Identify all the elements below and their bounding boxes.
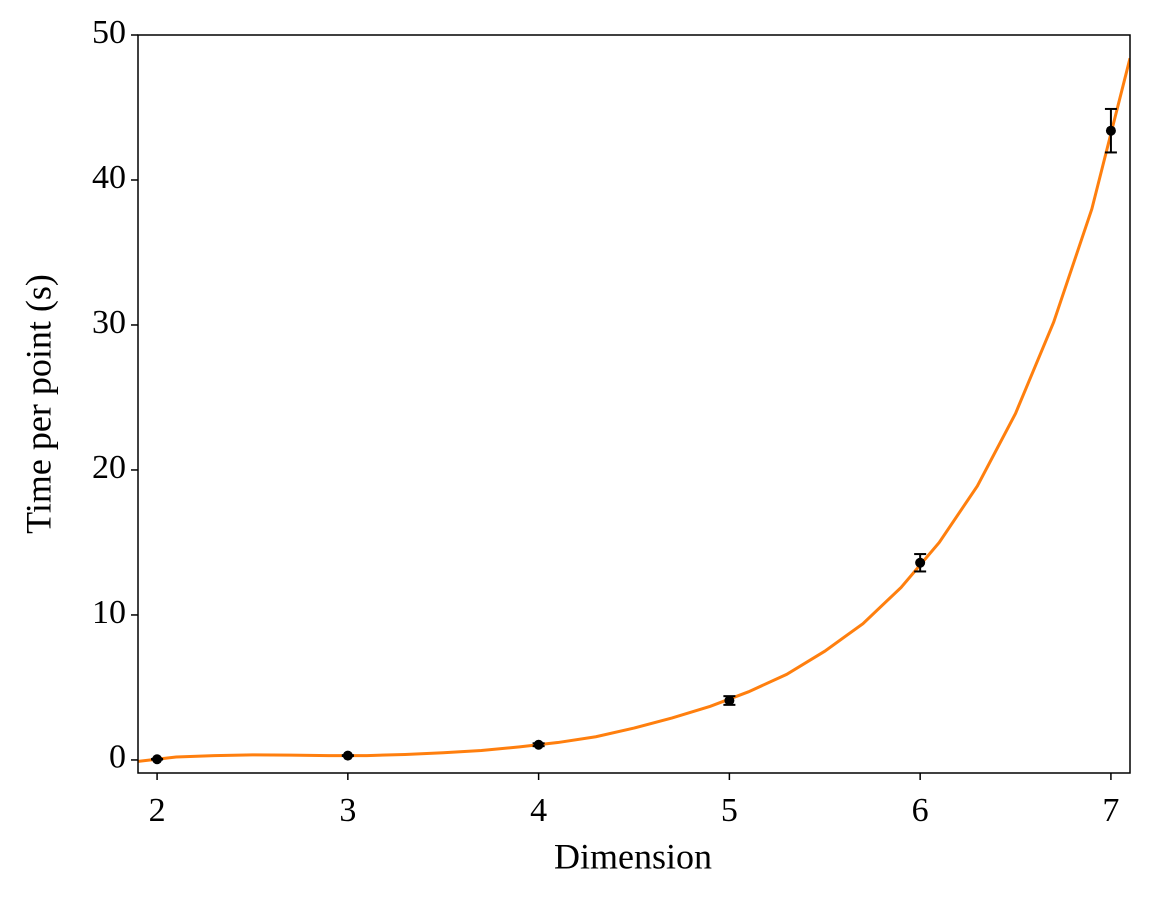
plot-frame <box>137 34 1131 774</box>
x-tick-label: 2 <box>149 792 166 829</box>
y-tick-label: 10 <box>92 594 126 631</box>
data-point <box>915 557 926 568</box>
data-point <box>152 754 163 765</box>
y-tick-label: 0 <box>109 739 126 776</box>
x-tick-label: 7 <box>1102 792 1119 829</box>
y-tick-label: 20 <box>92 449 126 486</box>
y-tick-label: 50 <box>92 14 126 51</box>
x-tick-label: 5 <box>721 792 738 829</box>
y-tick-label: 30 <box>92 304 126 341</box>
fit-line <box>138 57 1130 763</box>
y-axis-label: Time per point (s) <box>18 274 58 534</box>
y-tick-label: 40 <box>92 159 126 196</box>
x-tick-label: 3 <box>339 792 356 829</box>
data-point <box>533 739 544 750</box>
x-tick-label: 4 <box>530 792 547 829</box>
x-tick-label: 6 <box>912 792 929 829</box>
data-point <box>342 750 353 761</box>
x-axis-label: Dimension <box>554 836 712 876</box>
data-point <box>1105 125 1116 136</box>
data-point <box>724 695 735 706</box>
